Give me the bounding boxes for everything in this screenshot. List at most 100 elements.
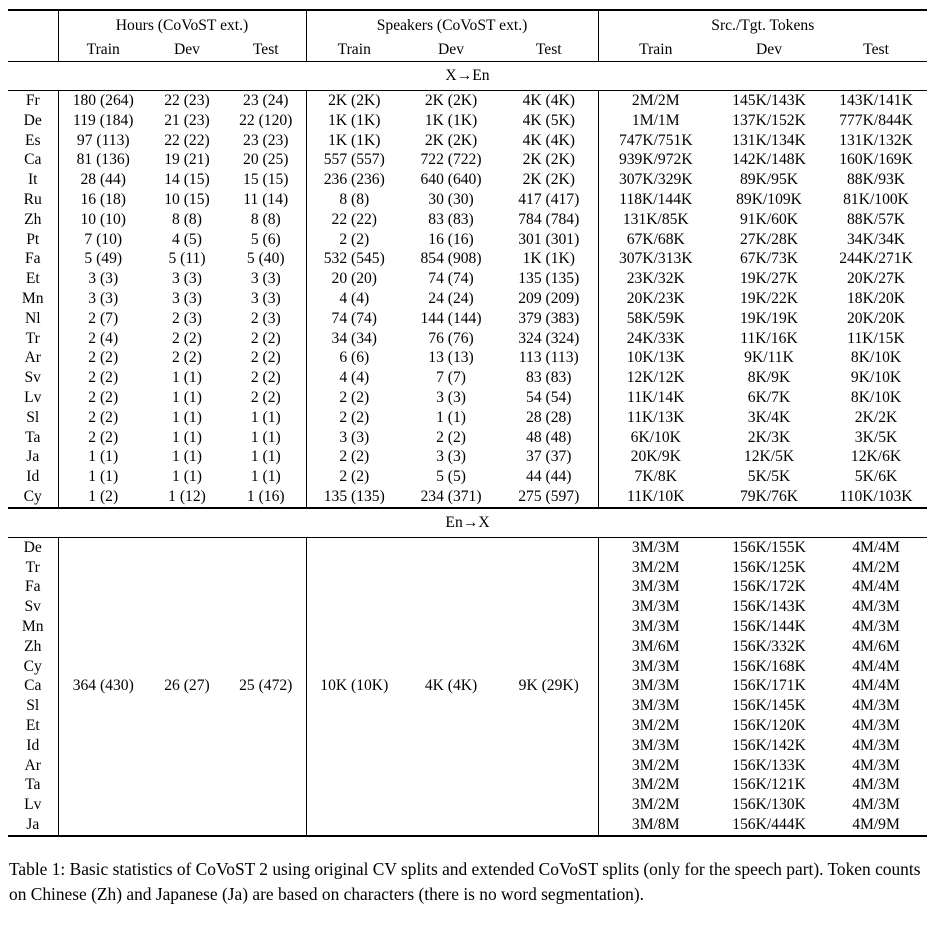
value-cell: 4K (4K) (522, 131, 575, 149)
table-row: Pt 7 (10) 4 (5) 5 (6) 2 (2) 16 (16) 301 (301) 6… (8, 229, 927, 250)
value-cell: 91K/60K (739, 210, 799, 228)
value-cell: 3M/2M (597, 557, 714, 578)
value-cell: 4 (5) (172, 230, 202, 248)
value-cell: 6 (6) (305, 348, 403, 369)
section-title: X→En (445, 67, 490, 84)
table-row: Sv 2 (2) 1 (1) 2 (2) 4 (4) 7 (7) 83 (83) 12K/12… (8, 368, 927, 388)
section-header-row: X→En (8, 62, 928, 91)
value-cell: 11K/15K (847, 329, 905, 347)
value-cell: 18K/20K (847, 289, 906, 307)
lang-code: Pt (26, 230, 40, 248)
value-cell: 722 (722) (420, 151, 482, 169)
lang-code: Ta (25, 776, 41, 794)
column-group-speakers: Speakers (CoVoST ext.) (305, 10, 599, 38)
value-cell (402, 795, 500, 815)
value-cell: 37 (37) (526, 448, 572, 466)
value-cell: 2 (2) (250, 388, 281, 406)
value-cell: 307K/313K (597, 249, 714, 270)
value-cell: 20 (25) (243, 151, 289, 169)
value-cell (305, 775, 403, 796)
value-cell: 5K/6K (854, 468, 898, 486)
value-cell: 2 (2) (305, 387, 403, 408)
value-cell: 44 (44) (526, 468, 572, 486)
table-row: Et 3 (3) 3 (3) 3 (3) 20 (20) 74 (74) 135 (135)… (8, 269, 927, 289)
value-cell (57, 537, 148, 558)
value-cell: 10K (10K) (305, 676, 403, 697)
value-cell: 3K/4K (747, 408, 791, 426)
table-row: Fr 180 (264) 22 (23) 23 (24) 2K (2K) 2K (2K) 4… (8, 90, 927, 111)
value-cell (57, 775, 148, 796)
value-cell: 4M/3M (852, 697, 900, 715)
value-cell: 7K/8K (597, 467, 714, 487)
value-cell (226, 736, 306, 756)
value-cell: 3M/2M (597, 755, 714, 776)
value-cell: 137K/152K (732, 111, 806, 129)
value-cell (148, 657, 226, 677)
lang-code: Mn (21, 289, 44, 307)
value-cell (500, 756, 598, 776)
value-cell (148, 815, 226, 836)
value-cell: 1 (1) (172, 468, 202, 486)
value-cell: 3M/3M (597, 537, 714, 558)
value-cell: 4M/3M (852, 756, 900, 774)
value-cell (402, 617, 500, 637)
value-cell: 2K/3K (747, 428, 791, 446)
value-cell: 5 (40) (246, 250, 285, 268)
value-cell (148, 736, 226, 756)
lang-code: Sv (24, 598, 41, 616)
value-cell (226, 657, 306, 677)
value-cell: 22 (23) (164, 92, 210, 109)
value-cell: 5 (6) (250, 230, 281, 248)
value-cell: 1 (1) (172, 408, 202, 426)
value-cell: 364 (430) (57, 676, 148, 697)
value-cell (305, 636, 403, 657)
value-cell: 19K/19K (739, 309, 799, 327)
value-cell: 2 (2) (172, 329, 202, 347)
value-cell: 79K/76K (739, 487, 799, 505)
value-cell: 8 (8) (250, 210, 281, 228)
col-header-tokens-test: Test (863, 41, 889, 58)
table-row: Lv 2 (2) 1 (1) 2 (2) 2 (2) 3 (3) 54 (54) 11K/14… (8, 387, 927, 408)
value-cell: 110K/103K (839, 487, 913, 505)
lang-code: Et (25, 716, 40, 734)
value-cell: 156K/171K (732, 677, 806, 695)
value-cell: 20K/20K (847, 309, 906, 327)
value-cell (57, 735, 148, 756)
value-cell: 640 (640) (420, 171, 482, 189)
value-cell: 13 (13) (428, 349, 474, 367)
value-cell: 8 (8) (305, 189, 403, 210)
value-cell: 4M/4M (852, 538, 900, 556)
value-cell (148, 617, 226, 637)
value-cell (402, 558, 500, 578)
value-cell: 5 (11) (168, 250, 206, 268)
value-cell: 81K/100K (843, 190, 909, 208)
value-cell: 2 (2) (57, 407, 148, 428)
value-cell: 2M/2M (597, 90, 714, 111)
value-cell: 4M/9M (852, 815, 900, 833)
value-cell (500, 815, 598, 836)
lang-code: Tr (25, 329, 40, 347)
value-cell: 417 (417) (518, 190, 580, 208)
value-cell: 22 (22) (164, 131, 210, 149)
value-cell: 2 (2) (57, 348, 148, 369)
value-cell: 16 (18) (57, 189, 148, 210)
value-cell (305, 715, 403, 736)
lang-code: Cy (23, 657, 42, 675)
value-cell: 2 (2) (305, 407, 403, 428)
value-cell: 747K/751K (597, 130, 714, 151)
table-row: Tr 3M/2M 156K/125K 4M/2M (8, 557, 927, 578)
value-cell (226, 577, 306, 597)
value-cell: 3 (3) (57, 269, 148, 289)
lang-code: Fr (25, 92, 40, 109)
value-cell: 97 (113) (57, 130, 148, 151)
value-cell: 21 (23) (164, 111, 210, 129)
value-cell: 3M/8M (597, 814, 714, 836)
value-cell: 2K (2K) (424, 131, 478, 149)
value-cell: 156K/133K (732, 756, 806, 774)
value-cell: 11 (14) (243, 190, 289, 208)
value-cell: 4M/4M (852, 657, 900, 675)
value-cell: 4 (4) (305, 368, 403, 388)
value-cell: 19K/22K (739, 289, 799, 307)
value-cell (500, 716, 598, 736)
value-cell: 1 (1) (172, 388, 202, 406)
